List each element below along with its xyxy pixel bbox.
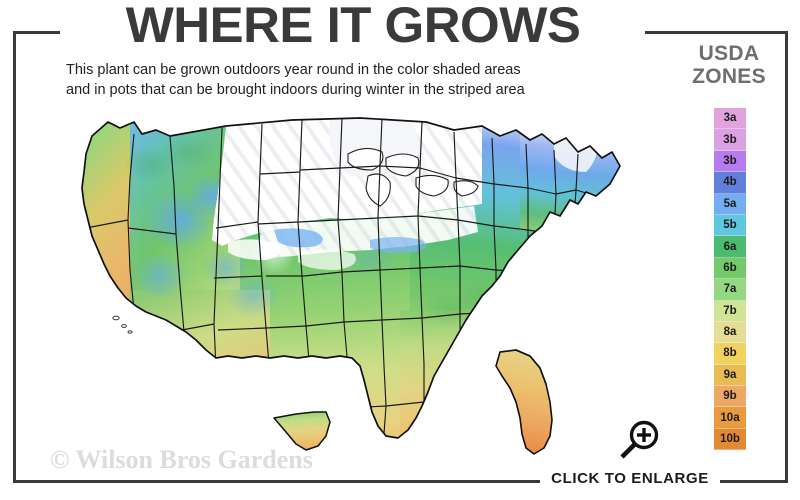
legend-swatch-8a[interactable]: 8a — [714, 321, 746, 344]
legend-heading-line-2: ZONES — [692, 65, 766, 88]
legend-swatch-7b[interactable]: 7b — [714, 300, 746, 322]
legend-swatch-5b[interactable]: 5b — [714, 214, 746, 237]
subtitle-line-2: and in pots that can be brought indoors … — [66, 82, 525, 98]
legend-swatch-label: 6b — [723, 261, 737, 274]
usda-zone-legend[interactable]: 3a 3b 3b 4b 5a 5b 6a 6b 7a 7b 8a 8b 9a 9b 10a 10b — [714, 108, 746, 451]
title-border-gap — [60, 24, 645, 40]
legend-swatch-6b[interactable]: 6b — [714, 257, 746, 280]
legend-swatch-label: 3b — [723, 133, 737, 146]
subtitle: This plant can be grown outdoors year ro… — [66, 60, 626, 100]
legend-swatch-label: 5a — [723, 197, 737, 210]
click-to-enlarge-label[interactable]: CLICK TO ENLARGE — [551, 470, 709, 487]
legend-swatch-label: 3b — [723, 154, 737, 167]
legend-swatch-9b[interactable]: 9b — [714, 386, 746, 408]
legend-swatch-label: 7a — [723, 283, 737, 296]
usda-hardiness-zone-map[interactable] — [30, 100, 650, 460]
legend-swatch-label: 8b — [723, 347, 737, 360]
legend-swatch-4b[interactable]: 4b — [714, 172, 746, 194]
magnifier-plus-icon[interactable] — [616, 419, 662, 461]
legend-swatch-label: 6a — [723, 240, 737, 253]
legend-swatch-10b[interactable]: 10b — [714, 428, 746, 451]
legend-swatch-label: 10a — [720, 411, 740, 424]
legend-swatch-7a[interactable]: 7a — [714, 279, 746, 301]
legend-swatch-label: 4b — [723, 176, 737, 189]
legend-swatch-6a[interactable]: 6a — [714, 236, 746, 258]
legend-swatch-3b[interactable]: 3b — [714, 129, 746, 151]
legend-swatch-5a[interactable]: 5a — [714, 193, 746, 215]
subtitle-line-1: This plant can be grown outdoors year ro… — [66, 62, 521, 78]
legend-swatch-label: 10b — [720, 433, 740, 446]
legend-swatch-label: 9b — [723, 390, 737, 403]
page-title: WHERE IT GROWS — [125, 0, 581, 53]
legend-swatch-label: 9a — [723, 368, 737, 381]
legend-swatch-label: 7b — [723, 304, 737, 317]
legend-heading-line-1: USDA — [698, 42, 760, 65]
legend-swatch-10a[interactable]: 10a — [714, 407, 746, 429]
legend-swatch-label: 3a — [723, 112, 737, 125]
legend-swatch-label: 5b — [723, 219, 737, 232]
legend-swatch-3b[interactable]: 3b — [714, 150, 746, 173]
enlarge-border-gap — [540, 470, 720, 492]
legend-swatch-label: 8a — [723, 326, 737, 339]
legend-swatch-3a[interactable]: 3a — [714, 108, 746, 130]
legend-swatch-9a[interactable]: 9a — [714, 364, 746, 387]
legend-heading: USDA ZONES — [676, 42, 782, 88]
legend-swatch-8b[interactable]: 8b — [714, 343, 746, 365]
watermark: © Wilson Bros Gardens — [50, 445, 313, 474]
